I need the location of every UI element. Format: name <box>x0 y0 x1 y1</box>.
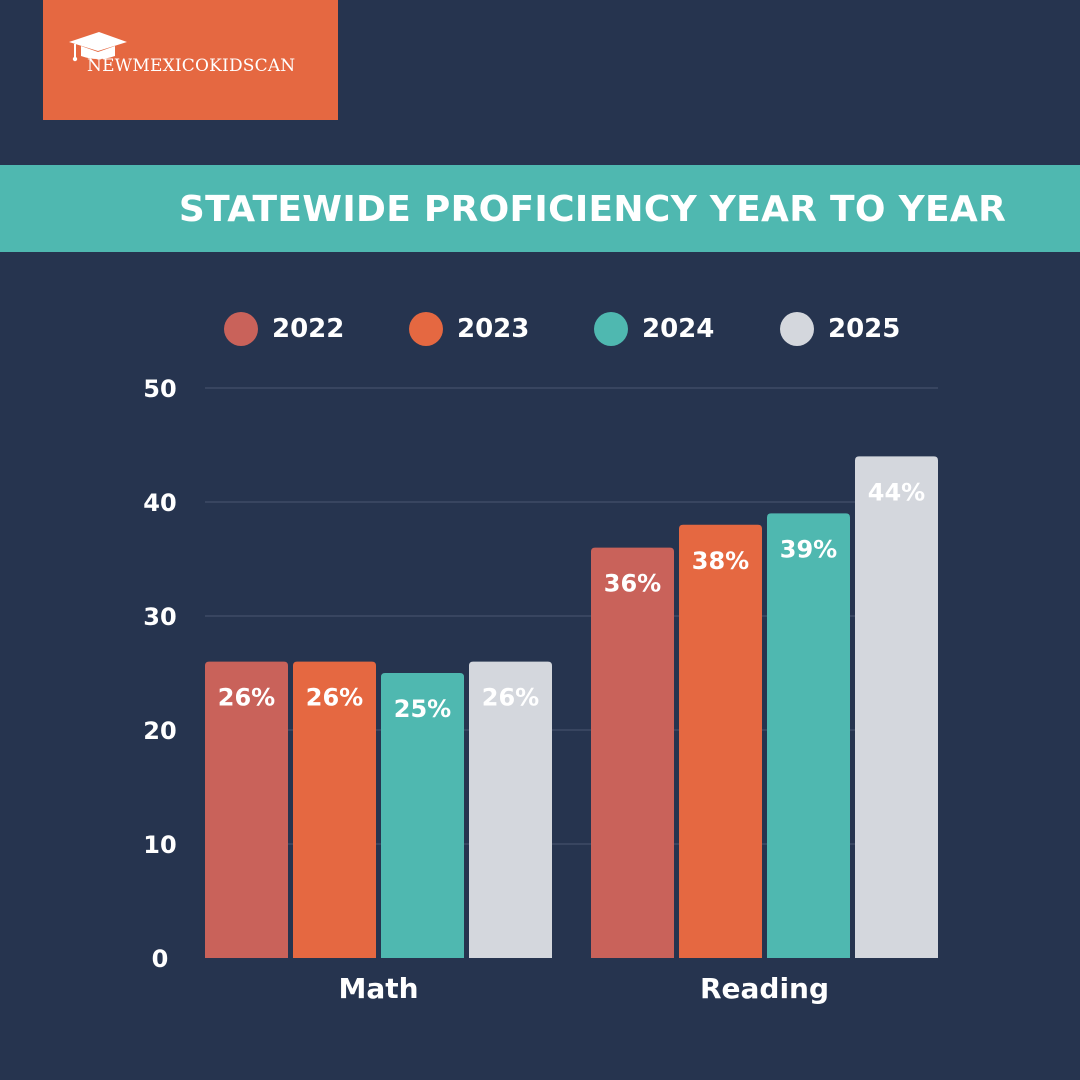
y-tick-label: 20 <box>143 717 176 745</box>
y-tick-label: 40 <box>143 489 176 517</box>
data-label-math-2022: 26% <box>218 684 275 712</box>
legend-label-2024: 2024 <box>642 314 715 344</box>
bar-reading-2025 <box>855 456 938 958</box>
legend-item-2023: 2023 <box>409 312 529 346</box>
legend-label-2025: 2025 <box>828 314 901 344</box>
bar-reading-2024 <box>767 513 850 958</box>
chart-title: STATEWIDE PROFICIENCY YEAR TO YEAR <box>178 189 1007 230</box>
legend-label-2023: 2023 <box>457 314 530 344</box>
legend-swatch-2025 <box>780 312 814 346</box>
x-category-label-reading: Reading <box>700 972 829 1005</box>
graduation-cap-icon <box>69 32 127 62</box>
legend-swatch-2022 <box>224 312 258 346</box>
data-label-reading-2022: 36% <box>604 570 661 598</box>
y-tick-label: 30 <box>143 603 176 631</box>
x-category-label-math: Math <box>338 972 418 1005</box>
legend-item-2025: 2025 <box>780 312 900 346</box>
legend-swatch-2024 <box>594 312 628 346</box>
bar-math-2023 <box>293 661 376 958</box>
y-tick-label: 50 <box>143 375 176 403</box>
bar-math-2024 <box>381 673 464 958</box>
data-label-math-2025: 26% <box>482 684 539 712</box>
data-label-math-2024: 25% <box>394 695 451 723</box>
brand-logo: NEWMEXICOKIDSCAN <box>43 0 338 120</box>
y-tick-label: 10 <box>143 831 176 859</box>
data-label-math-2023: 26% <box>306 684 363 712</box>
data-label-reading-2024: 39% <box>780 535 837 563</box>
legend-item-2024: 2024 <box>594 312 714 346</box>
bar-math-2022 <box>205 661 288 958</box>
y-tick-label: 0 <box>152 945 169 973</box>
legend-item-2022: 2022 <box>224 312 344 346</box>
data-label-reading-2025: 44% <box>868 478 925 506</box>
legend-swatch-2023 <box>409 312 443 346</box>
data-label-reading-2023: 38% <box>692 547 749 575</box>
legend-label-2022: 2022 <box>272 314 345 344</box>
bar-reading-2023 <box>679 524 762 958</box>
title-banner: STATEWIDE PROFICIENCY YEAR TO YEAR <box>0 165 1080 252</box>
bar-reading-2022 <box>591 547 674 958</box>
bar-math-2025 <box>469 661 552 958</box>
brand-name: NEWMEXICOKIDSCAN <box>87 56 296 76</box>
